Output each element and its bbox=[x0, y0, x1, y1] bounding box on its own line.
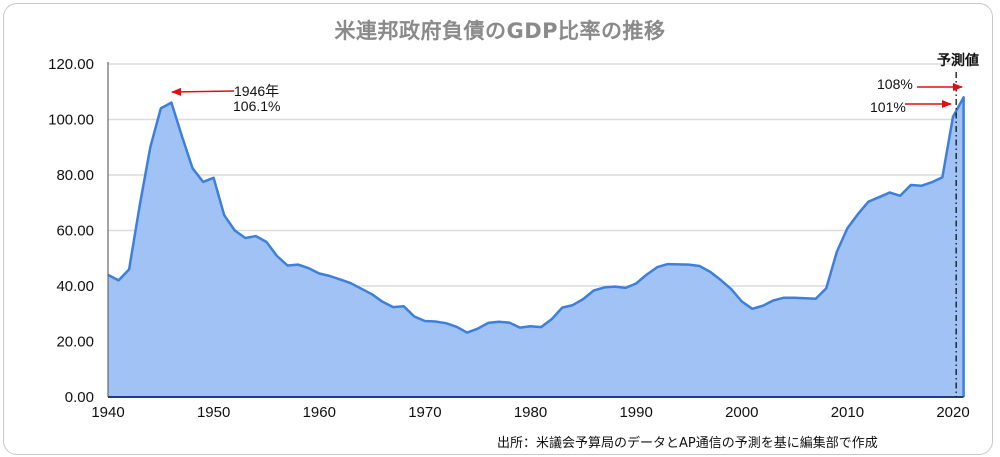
forecast-108-label: 108% bbox=[877, 76, 913, 92]
x-tick-label: 1980 bbox=[514, 404, 547, 421]
peak-1946-arrow bbox=[171, 87, 235, 96]
x-tick-label: 1960 bbox=[303, 404, 336, 421]
y-tick-label: 20.00 bbox=[56, 334, 94, 351]
series-line bbox=[107, 96, 965, 397]
x-tick-label: 1990 bbox=[619, 404, 652, 421]
peak-1946-year-label: 1946年 bbox=[234, 83, 279, 99]
y-axis-ticks: 0.00 20.00 40.00 60.00 80.00 100.00 120.00 bbox=[48, 56, 94, 406]
x-tick-label: 2020 bbox=[936, 404, 969, 421]
y-tick-label: 40.00 bbox=[56, 278, 94, 295]
forecast-label: 予測値 bbox=[937, 52, 979, 69]
value-101-label: 101% bbox=[870, 99, 906, 115]
source-note: 出所：米議会予算局のデータとAP通信の予測を基に編集部で作成 bbox=[497, 436, 878, 451]
x-axis-ticks: 1940 1950 1960 1970 1980 1990 2000 2010 2020 bbox=[91, 404, 969, 421]
y-tick-label: 120.00 bbox=[48, 56, 94, 73]
x-tick-label: 2010 bbox=[831, 404, 864, 421]
y-tick-label: 0.00 bbox=[65, 389, 94, 406]
x-tick-label: 1970 bbox=[408, 404, 441, 421]
chart-title: 米連邦政府負債のGDP比率の推移 bbox=[334, 19, 666, 43]
x-tick-label: 2000 bbox=[725, 404, 758, 421]
peak-1946-value-label: 106.1% bbox=[233, 98, 280, 114]
y-tick-label: 60.00 bbox=[56, 223, 94, 240]
y-tick-label: 100.00 bbox=[48, 112, 94, 129]
x-tick-label: 1950 bbox=[197, 404, 230, 421]
area-fill bbox=[108, 97, 964, 398]
x-tick-label: 1940 bbox=[91, 404, 124, 421]
y-tick-label: 80.00 bbox=[56, 167, 94, 184]
